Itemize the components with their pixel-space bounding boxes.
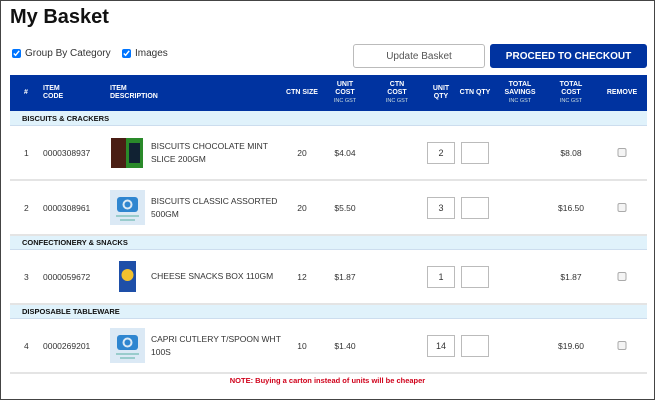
- col-total-cost: TOTAL COST INC GST: [559, 81, 583, 104]
- item-description[interactable]: BISCUITS CHOCOLATE MINT SLICE 200GM: [151, 140, 268, 164]
- total-cost: $1.87: [560, 271, 582, 282]
- remove-checkbox[interactable]: [617, 148, 627, 157]
- item-code: 0000308961: [43, 202, 91, 213]
- ctn-qty-input[interactable]: [461, 265, 489, 288]
- update-basket-button[interactable]: Update Basket: [353, 44, 485, 68]
- ctn-size: 20: [297, 202, 307, 213]
- category-row: BISCUITS & CRACKERS: [10, 111, 647, 126]
- total-cost: $8.08: [560, 147, 582, 158]
- item-num: 2: [24, 202, 29, 213]
- total-cost: $16.50: [558, 202, 584, 213]
- item-code: 0000308937: [43, 147, 91, 158]
- table-row: 1 0000308937 BISCUITS CHOCOLATE MINT SLI…: [10, 126, 647, 181]
- total-cost: $19.60: [558, 340, 584, 351]
- table-row: 2 0000308961 BISCUITS CLASSIC ASSORTED 5…: [10, 181, 647, 236]
- table-header: # ITEM CODE ITEM DESCRIPTION CTN SIZE UNIT…: [10, 75, 647, 111]
- category-row: DISPOSABLE TABLEWARE: [10, 304, 647, 319]
- unit-qty-input[interactable]: 1: [427, 265, 455, 288]
- col-item-description: ITEM DESCRIPTION: [110, 85, 158, 100]
- ctn-size: 20: [297, 147, 307, 158]
- ctn-size: 12: [297, 271, 307, 282]
- item-description[interactable]: CAPRI CUTLERY T/SPOON WHT 100S: [151, 333, 281, 357]
- item-num: 4: [24, 340, 29, 351]
- col-unit-qty: UNIT QTY: [432, 85, 450, 100]
- col-item-code: ITEM CODE: [43, 85, 64, 100]
- unit-cost: $1.87: [334, 271, 356, 282]
- group-by-category-checkbox[interactable]: Group By Category: [12, 48, 111, 59]
- ctn-qty-input[interactable]: [461, 141, 489, 164]
- col-ctn-size: CTN SIZE: [286, 89, 318, 96]
- image-coming-soon-icon: [110, 181, 145, 234]
- ctn-qty-input[interactable]: [461, 196, 489, 219]
- col-ctn-cost: CTN COST INC GST: [385, 81, 409, 104]
- unit-qty-input[interactable]: 2: [427, 141, 455, 164]
- table-row: 4 0000269201 CAPRI CUTLERY T/SPOON WHT 1…: [10, 319, 647, 374]
- image-coming-soon-icon: [110, 319, 145, 372]
- ctn-qty-input[interactable]: [461, 334, 489, 357]
- group-by-category-input[interactable]: [12, 49, 21, 58]
- images-input[interactable]: [122, 49, 131, 58]
- ctn-size: 10: [297, 340, 307, 351]
- carton-note: NOTE: Buying a carton instead of units w…: [229, 376, 426, 385]
- item-description[interactable]: CHEESE SNACKS BOX 110GM: [151, 271, 274, 281]
- remove-checkbox[interactable]: [617, 272, 627, 281]
- item-code: 0000059672: [43, 271, 91, 282]
- unit-qty-input[interactable]: 14: [427, 334, 455, 357]
- item-num: 1: [24, 147, 29, 158]
- product-photo-cheese-snacks-icon: [110, 250, 145, 303]
- images-label: Images: [135, 48, 168, 59]
- unit-cost: $5.50: [334, 202, 356, 213]
- item-description[interactable]: BISCUITS CLASSIC ASSORTED 500GM: [151, 195, 278, 219]
- proceed-to-checkout-button[interactable]: PROCEED TO CHECKOUT: [490, 44, 647, 68]
- category-row: CONFECTIONERY & SNACKS: [10, 235, 647, 250]
- product-photo-mint-slice-icon: [110, 126, 145, 179]
- col-total-savings: TOTAL SAVINGS INC GST: [504, 81, 536, 104]
- col-remove: REMOVE: [606, 89, 638, 96]
- group-by-category-label: Group By Category: [25, 48, 111, 59]
- unit-cost: $4.04: [334, 147, 356, 158]
- images-checkbox[interactable]: Images: [122, 48, 168, 59]
- page-title: My Basket: [10, 6, 109, 28]
- item-code: 0000269201: [43, 340, 91, 351]
- table-row: 3 0000059672 CHEESE SNACKS BOX 110GM 12 …: [10, 250, 647, 305]
- unit-cost: $1.40: [334, 340, 356, 351]
- col-ctn-qty: CTN QTY: [459, 89, 491, 96]
- remove-checkbox[interactable]: [617, 341, 627, 350]
- col-unit-cost: UNIT COST INC GST: [333, 81, 357, 104]
- col-num: #: [24, 89, 28, 96]
- item-num: 3: [24, 271, 29, 282]
- remove-checkbox[interactable]: [617, 203, 627, 212]
- unit-qty-input[interactable]: 3: [427, 196, 455, 219]
